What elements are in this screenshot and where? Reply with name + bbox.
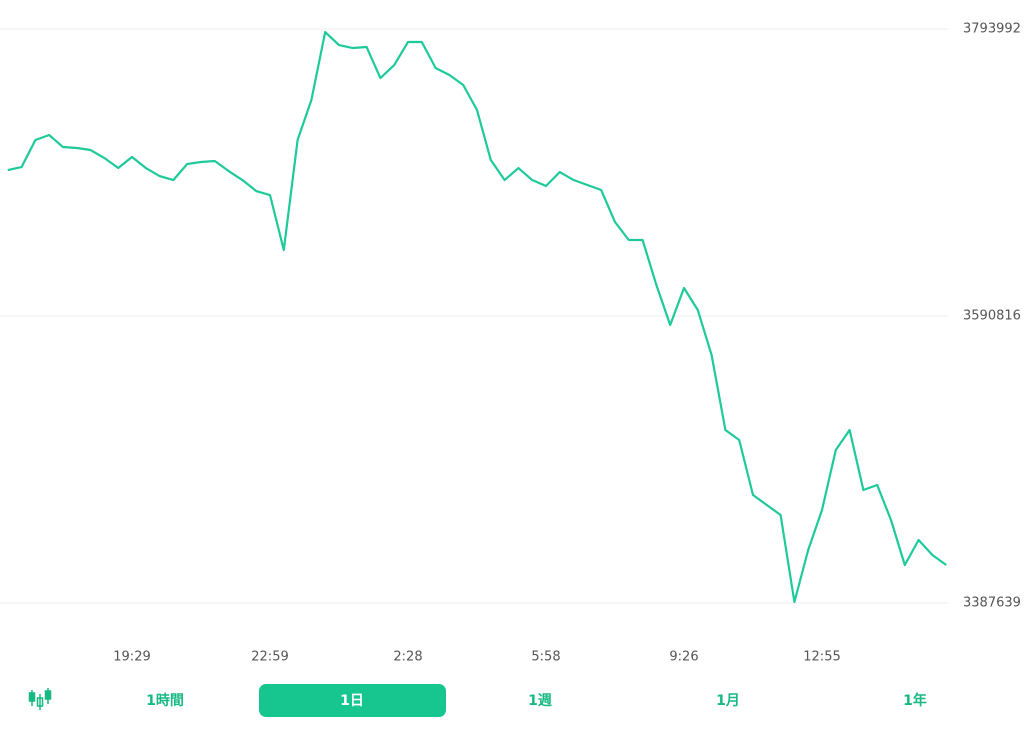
x-tick-label: 9:26 <box>669 650 698 665</box>
x-tick-label: 12:55 <box>803 650 840 665</box>
x-tick-label: 5:58 <box>531 650 560 665</box>
price-line <box>7 30 947 604</box>
tab-label[interactable]: 1時間 <box>146 692 184 709</box>
tab-label[interactable]: 1月 <box>716 693 740 709</box>
tab-label[interactable]: 1日 <box>340 693 364 709</box>
y-tick-label: 3590816 <box>963 308 1021 323</box>
tab-active-bg[interactable] <box>259 684 446 717</box>
tab-label[interactable]: 1年 <box>903 692 927 709</box>
y-tick-label: 3387639 <box>963 596 1021 611</box>
y-tick-label: 3793992 <box>963 22 1021 37</box>
x-tick-label: 2:28 <box>393 650 422 665</box>
candlestick-icon[interactable] <box>28 688 52 710</box>
tab-label[interactable]: 1週 <box>528 693 552 709</box>
x-tick-label: 22:59 <box>251 650 288 665</box>
x-tick-label: 19:29 <box>113 650 150 665</box>
